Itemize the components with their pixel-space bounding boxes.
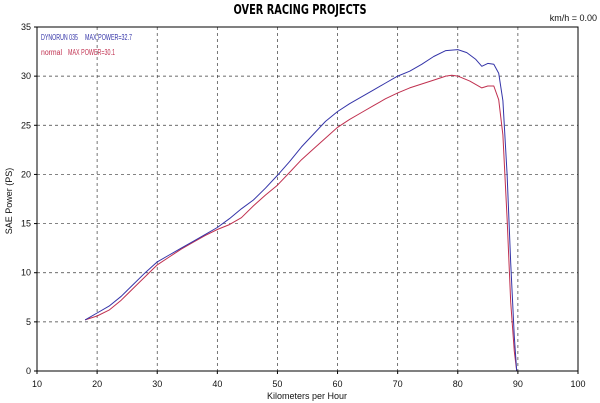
chart-title: OVER RACING PROJECTS — [234, 3, 367, 18]
grid-lines — [37, 27, 578, 371]
y-axis-label: SAE Power (PS) — [4, 168, 14, 235]
x-tick-label: 80 — [453, 379, 463, 389]
legend-entry-dynorun: DYNORUN 035 MAX POWER=32.7 — [41, 33, 132, 42]
x-tick-label: 20 — [92, 379, 102, 389]
y-tick-label: 30 — [21, 71, 31, 81]
x-tick-label: 70 — [393, 379, 403, 389]
plot-border — [36, 26, 579, 372]
x-tick-label: 60 — [333, 379, 343, 389]
y-tick-label: 0 — [26, 366, 31, 376]
y-tick-label: 15 — [21, 219, 31, 229]
x-axis-label: Kilometers per Hour — [267, 391, 347, 401]
y-tick-label: 10 — [21, 268, 31, 278]
series-line-dynorun-035 — [84, 49, 518, 372]
x-tick-label: 10 — [32, 379, 42, 389]
legend-max-power: MAX POWER=30.1 — [68, 48, 115, 57]
legend-series-name: DYNORUN 035 — [41, 33, 78, 42]
legend-max-power: MAX POWER=32.7 — [85, 33, 132, 42]
speed-readout: km/h = 0.00 — [550, 13, 597, 23]
legend-series-name: normal — [41, 48, 62, 57]
series-line-normal — [84, 74, 518, 372]
x-tick-label: 90 — [513, 379, 523, 389]
x-tick-label: 100 — [570, 379, 585, 389]
series-lines — [84, 49, 518, 372]
x-tick-label: 50 — [272, 379, 282, 389]
x-tick-label: 30 — [152, 379, 162, 389]
legend-entry-normal: normal MAX POWER=30.1 — [41, 48, 115, 57]
y-tick-label: 5 — [26, 317, 31, 327]
y-tick-label: 20 — [21, 169, 31, 179]
plot-area — [36, 26, 579, 372]
y-tick-label: 25 — [21, 120, 31, 130]
y-tick-label: 35 — [21, 22, 31, 32]
x-tick-label: 40 — [212, 379, 222, 389]
